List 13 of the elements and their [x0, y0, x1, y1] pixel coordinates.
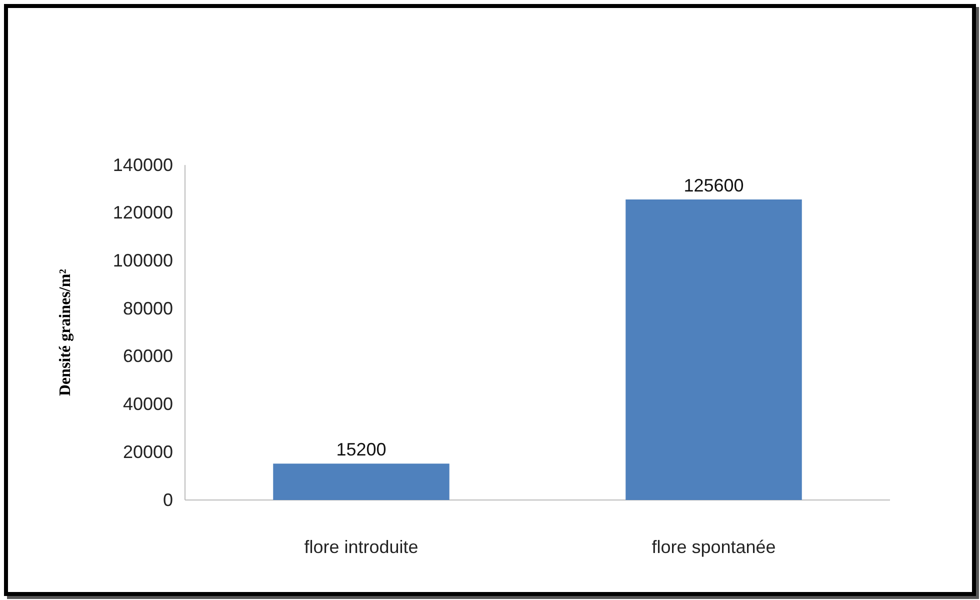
y-tick-label: 120000 — [112, 202, 173, 223]
y-tick-label: 20000 — [122, 442, 173, 462]
y-tick-label: 140000 — [112, 154, 173, 175]
x-tick-label: flore introduite — [304, 536, 418, 557]
y-tick-label: 0 — [162, 490, 173, 510]
data-label: 15200 — [336, 440, 386, 460]
x-tick-label: flore spontanée — [652, 536, 776, 557]
y-tick-label: 80000 — [122, 298, 173, 318]
y-tick-label: 100000 — [112, 250, 173, 270]
y-tick-label: 40000 — [122, 394, 173, 414]
data-label: 125600 — [684, 175, 744, 196]
y-tick-label: 60000 — [122, 346, 173, 366]
y-axis-title: Densité graines/m² — [57, 268, 74, 396]
